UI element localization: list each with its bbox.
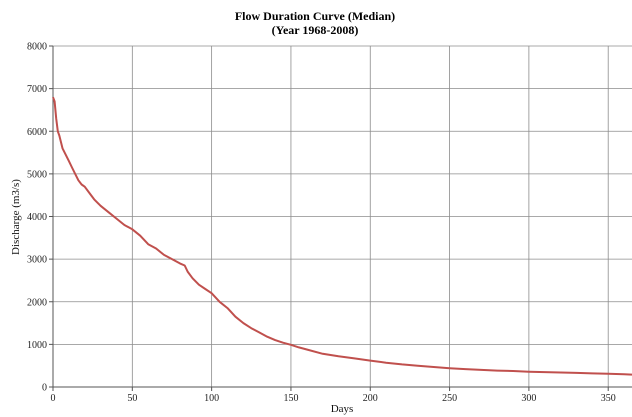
y-tick-label: 6000 [27,127,47,138]
y-tick-label: 8000 [27,42,47,53]
y-tick-label: 2000 [27,297,47,308]
series-line [52,96,632,376]
x-tick-label: 50 [127,393,137,404]
x-tick-label: 150 [283,393,298,404]
x-tick-label: 250 [442,393,457,404]
y-tick-label: 0 [42,383,47,394]
y-axis-label: Discharge (m3/s) [10,179,22,255]
x-axis-label: Days [331,403,354,415]
tick-labels: 0 50 100 150 200 250 300 350 0 1000 2000 3000 4000 50… [27,42,616,405]
series-layer [52,96,632,376]
y-tick-label: 1000 [27,340,47,351]
y-tick-label: 5000 [27,169,47,180]
x-tick-label: 350 [601,393,616,404]
y-tick-label: 4000 [27,212,47,223]
chart-subtitle: (Year 1968-2008) [272,23,359,37]
grid [53,45,632,387]
x-tick-label: 0 [51,393,56,404]
x-tick-label: 200 [363,393,378,404]
y-tick-label: 7000 [27,84,47,95]
y-tick-label: 3000 [27,255,47,266]
x-tick-label: 100 [204,393,219,404]
chart-title: Flow Duration Curve (Median) [235,9,395,23]
x-tick-label: 300 [521,393,536,404]
axes [49,45,632,391]
